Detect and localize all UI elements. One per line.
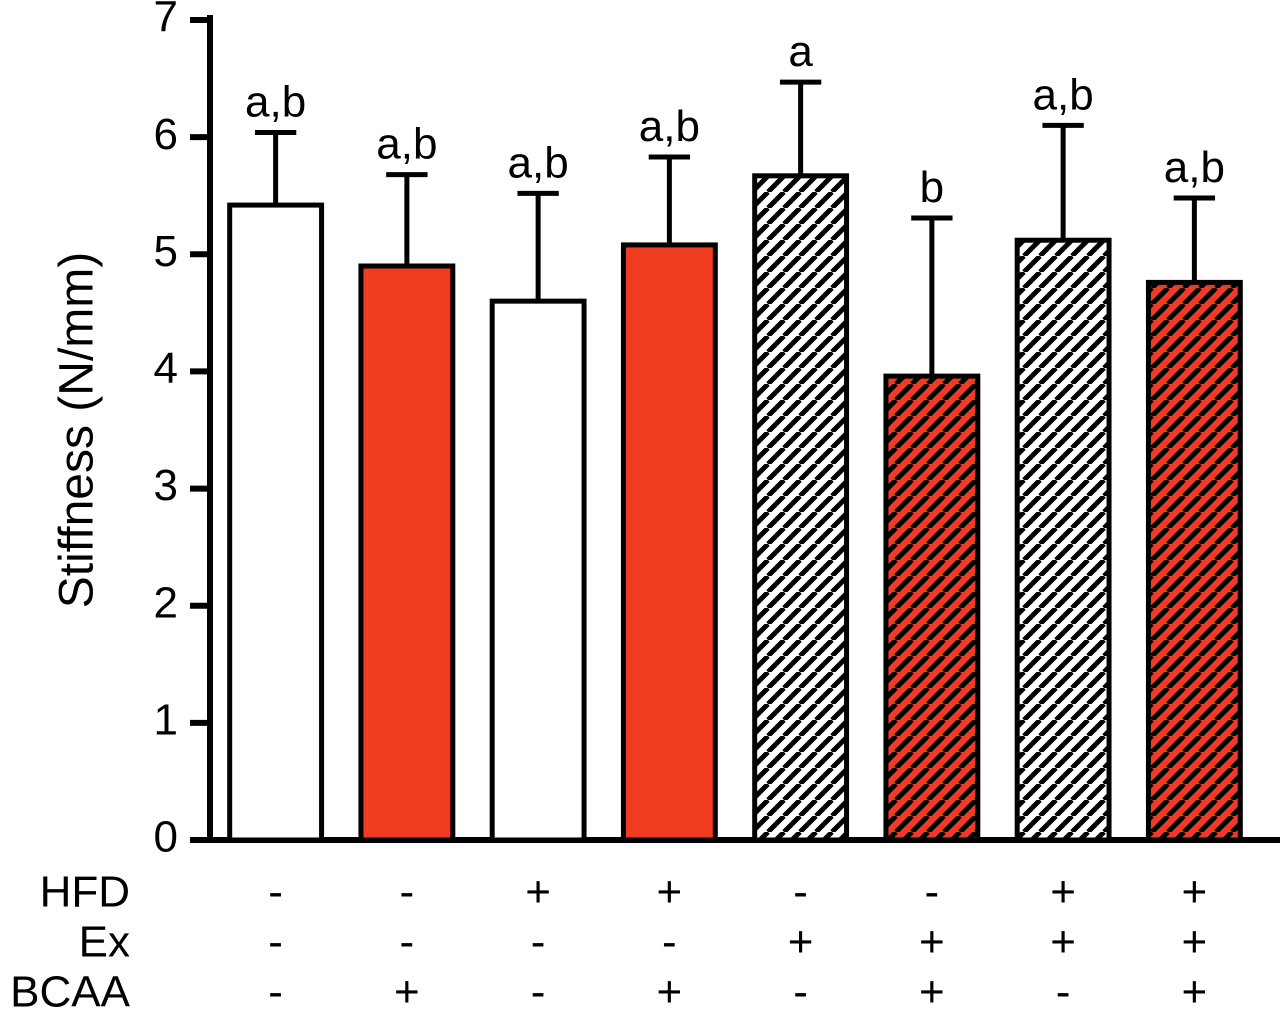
x-category-value: - xyxy=(793,968,808,1017)
bar xyxy=(755,176,847,840)
x-category-value: - xyxy=(268,968,283,1017)
bar xyxy=(1017,240,1109,840)
bar xyxy=(886,376,978,840)
x-category-value: - xyxy=(400,918,415,967)
y-tick-label: 5 xyxy=(154,227,178,276)
x-category-value: - xyxy=(268,868,283,917)
bar-annotation: a,b xyxy=(508,138,569,187)
bar xyxy=(230,205,322,840)
x-category-value: + xyxy=(394,968,420,1017)
x-category-value: + xyxy=(919,968,945,1017)
y-axis-label: Stiffness (N/mm) xyxy=(51,252,104,608)
y-tick-label: 3 xyxy=(154,461,178,510)
y-tick-label: 6 xyxy=(154,110,178,159)
x-category-value: - xyxy=(793,868,808,917)
y-tick-label: 2 xyxy=(154,578,178,627)
x-category-value: + xyxy=(525,868,551,917)
x-category-label: HFD xyxy=(40,868,130,917)
x-category-value: - xyxy=(662,918,677,967)
bar xyxy=(492,301,584,840)
y-tick-label: 4 xyxy=(154,344,178,393)
bar-annotation: a,b xyxy=(376,120,437,169)
x-category-label: Ex xyxy=(79,918,130,967)
x-category-value: + xyxy=(1182,968,1208,1017)
x-category-value: - xyxy=(268,918,283,967)
y-tick-label: 0 xyxy=(154,813,178,862)
bar-annotation: a xyxy=(788,27,813,76)
x-category-value: + xyxy=(657,968,683,1017)
x-category-value: + xyxy=(919,918,945,967)
x-category-value: + xyxy=(1050,868,1076,917)
x-category-value: + xyxy=(657,868,683,917)
x-category-value: - xyxy=(531,918,546,967)
bar-annotation: a,b xyxy=(1033,70,1094,119)
x-category-value: + xyxy=(1050,918,1076,967)
x-category-value: + xyxy=(1182,868,1208,917)
x-category-label: BCAA xyxy=(10,968,130,1017)
x-category-value: + xyxy=(788,918,814,967)
y-tick-label: 1 xyxy=(154,695,178,744)
x-category-value: - xyxy=(925,868,940,917)
bar-annotation: a,b xyxy=(1164,143,1225,192)
bar-annotation: b xyxy=(920,163,944,212)
bar xyxy=(361,266,453,840)
chart-container: { "chart": { "type": "bar", "ylabel": "S… xyxy=(0,0,1280,1018)
x-category-value: - xyxy=(1056,968,1071,1017)
bar xyxy=(1148,282,1240,840)
y-tick-label: 7 xyxy=(154,0,178,42)
x-category-value: - xyxy=(400,868,415,917)
x-category-value: + xyxy=(1182,918,1208,967)
bar xyxy=(623,245,715,840)
bar-chart: 0 1 2 3 4 5 6 7 Stiffness (N/mm) a,b a,b a,b a,b a b a,… xyxy=(0,0,1280,1018)
bar-annotation: a,b xyxy=(245,77,306,126)
x-category-value: - xyxy=(531,968,546,1017)
bar-annotation: a,b xyxy=(639,102,700,151)
